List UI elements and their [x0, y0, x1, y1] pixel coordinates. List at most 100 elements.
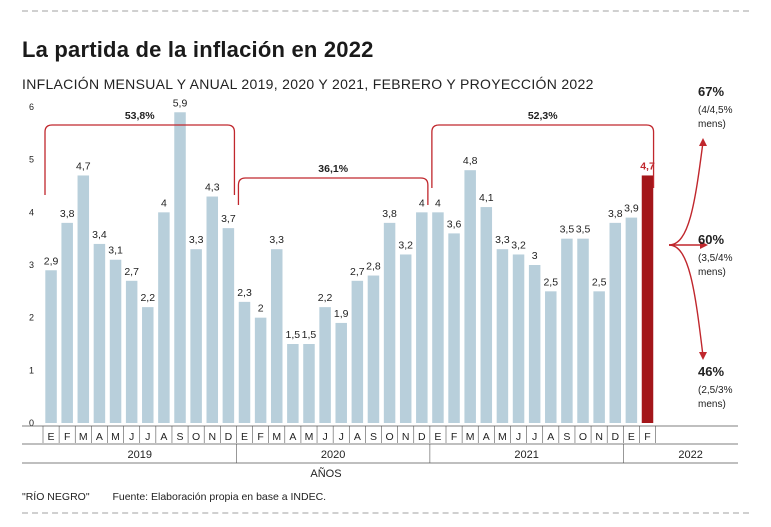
bar: [512, 254, 525, 423]
month-label: M: [111, 431, 120, 443]
bar-value-label: 3,4: [92, 229, 107, 241]
bar-value-label: 4: [161, 197, 167, 209]
projection-value: 60%: [698, 232, 724, 247]
projections: 67% (4/4,5% mens) 60% (3,5/4% mens) 46% (2,5/3%…: [668, 84, 733, 410]
bar: [609, 222, 622, 423]
annual-bracket-label: 52,3%: [528, 110, 558, 122]
month-label: E: [48, 431, 55, 443]
month-label: D: [611, 431, 619, 443]
month-label: F: [644, 431, 650, 443]
bar: [464, 170, 476, 423]
bar-value-label: 2,5: [543, 276, 558, 288]
month-label: O: [579, 431, 587, 443]
y-grid: 0 1 2 3 4 5 6: [29, 102, 34, 428]
bar: [270, 249, 283, 423]
x-axis: E F M A M J J A S O N D E F M A M J J A S O N D E F M A M J J A S O N D E F20…: [22, 425, 738, 480]
projection-value: 67%: [698, 84, 724, 99]
month-label: A: [96, 431, 103, 443]
bar-value-label: 3,5: [576, 224, 591, 236]
bar: [577, 238, 589, 423]
bar: [593, 291, 605, 423]
bar: [335, 322, 347, 423]
projection-range: (4/4,5%: [698, 105, 733, 116]
bar-value-label: 3,9: [624, 203, 639, 215]
annual-bracket-label: 36,1%: [318, 163, 348, 175]
bar-value-label: 3,7: [221, 213, 236, 225]
bar-value-label: 3,8: [608, 208, 623, 220]
month-label: N: [402, 431, 410, 443]
month-label: N: [208, 431, 216, 443]
y-tick-label: 3: [29, 260, 34, 270]
bar-value-label: 2,2: [140, 292, 155, 304]
month-label: E: [628, 431, 635, 443]
annual-bracket-label: 53,8%: [125, 110, 155, 122]
month-label: S: [563, 431, 570, 443]
month-label: M: [272, 431, 281, 443]
bar: [174, 112, 186, 424]
bar: [93, 243, 106, 423]
annual-bracket: [44, 124, 236, 195]
annual-bracket: [237, 177, 429, 205]
bar: [399, 254, 412, 423]
bar: [45, 270, 57, 423]
projection-unit: mens): [698, 267, 726, 278]
bottom-divider: [22, 512, 749, 514]
month-label: E: [434, 431, 441, 443]
bar-value-label: 2,7: [350, 266, 365, 278]
y-tick-label: 5: [29, 155, 34, 165]
bar-value-label: 2,9: [44, 255, 59, 267]
bar-value-label: 3,3: [495, 234, 510, 246]
top-divider: [22, 10, 749, 12]
bar-value-label: 1,9: [334, 308, 349, 320]
month-label: J: [339, 431, 344, 443]
bar: [480, 207, 493, 423]
bar-value-label: 2,3: [237, 287, 252, 299]
chart-title: La partida de la inflación en 2022: [22, 37, 374, 62]
month-label: M: [305, 431, 314, 443]
bar: [238, 301, 251, 423]
month-label: O: [385, 431, 393, 443]
bar-value-label: 1,5: [286, 329, 301, 341]
x-axis-title: AÑOS: [310, 467, 341, 480]
bar-value-label: 3: [532, 250, 538, 262]
bar-value-label: 4,3: [205, 182, 220, 194]
month-label: N: [595, 431, 603, 443]
y-tick-label: 6: [29, 102, 34, 112]
bar: [383, 222, 396, 423]
bar: [351, 280, 364, 423]
bar-value-label: 3,8: [60, 208, 75, 220]
month-label: A: [354, 431, 361, 443]
month-label: S: [177, 431, 184, 443]
bar: [448, 233, 460, 423]
bar-value-label: 5,9: [173, 97, 188, 109]
bar: [158, 212, 170, 423]
bar-value-label: 2,2: [318, 292, 333, 304]
bar-value-label: 2,5: [592, 276, 607, 288]
footer-source: Fuente: Elaboración propia en base a IND…: [112, 491, 327, 503]
bar: [496, 249, 509, 423]
bar: [125, 280, 138, 423]
y-tick-label: 0: [29, 418, 34, 428]
bar: [61, 222, 73, 423]
month-label: A: [289, 431, 296, 443]
annual-brackets: 53,8% 36,1% 52,3%: [44, 110, 655, 205]
bar-value-label: 4,1: [479, 192, 494, 204]
bar-value-label: 4,7: [76, 160, 91, 172]
month-label: A: [483, 431, 490, 443]
bar: [254, 317, 267, 423]
bars: 2,93,84,73,43,12,72,245,93,34,33,72,323,…: [44, 97, 655, 424]
bar: [303, 344, 315, 423]
bar: [432, 212, 444, 423]
footer-credit: "RÍO NEGRO": [22, 491, 90, 503]
bar-value-label: 3,2: [398, 239, 413, 251]
month-label: J: [516, 431, 521, 443]
bar: [109, 259, 122, 423]
bar: [367, 275, 380, 423]
month-label: D: [225, 431, 233, 443]
month-label: M: [79, 431, 88, 443]
bar: [528, 265, 541, 423]
month-label: S: [370, 431, 377, 443]
month-label: J: [145, 431, 150, 443]
bar-value-label: 1,5: [302, 329, 317, 341]
